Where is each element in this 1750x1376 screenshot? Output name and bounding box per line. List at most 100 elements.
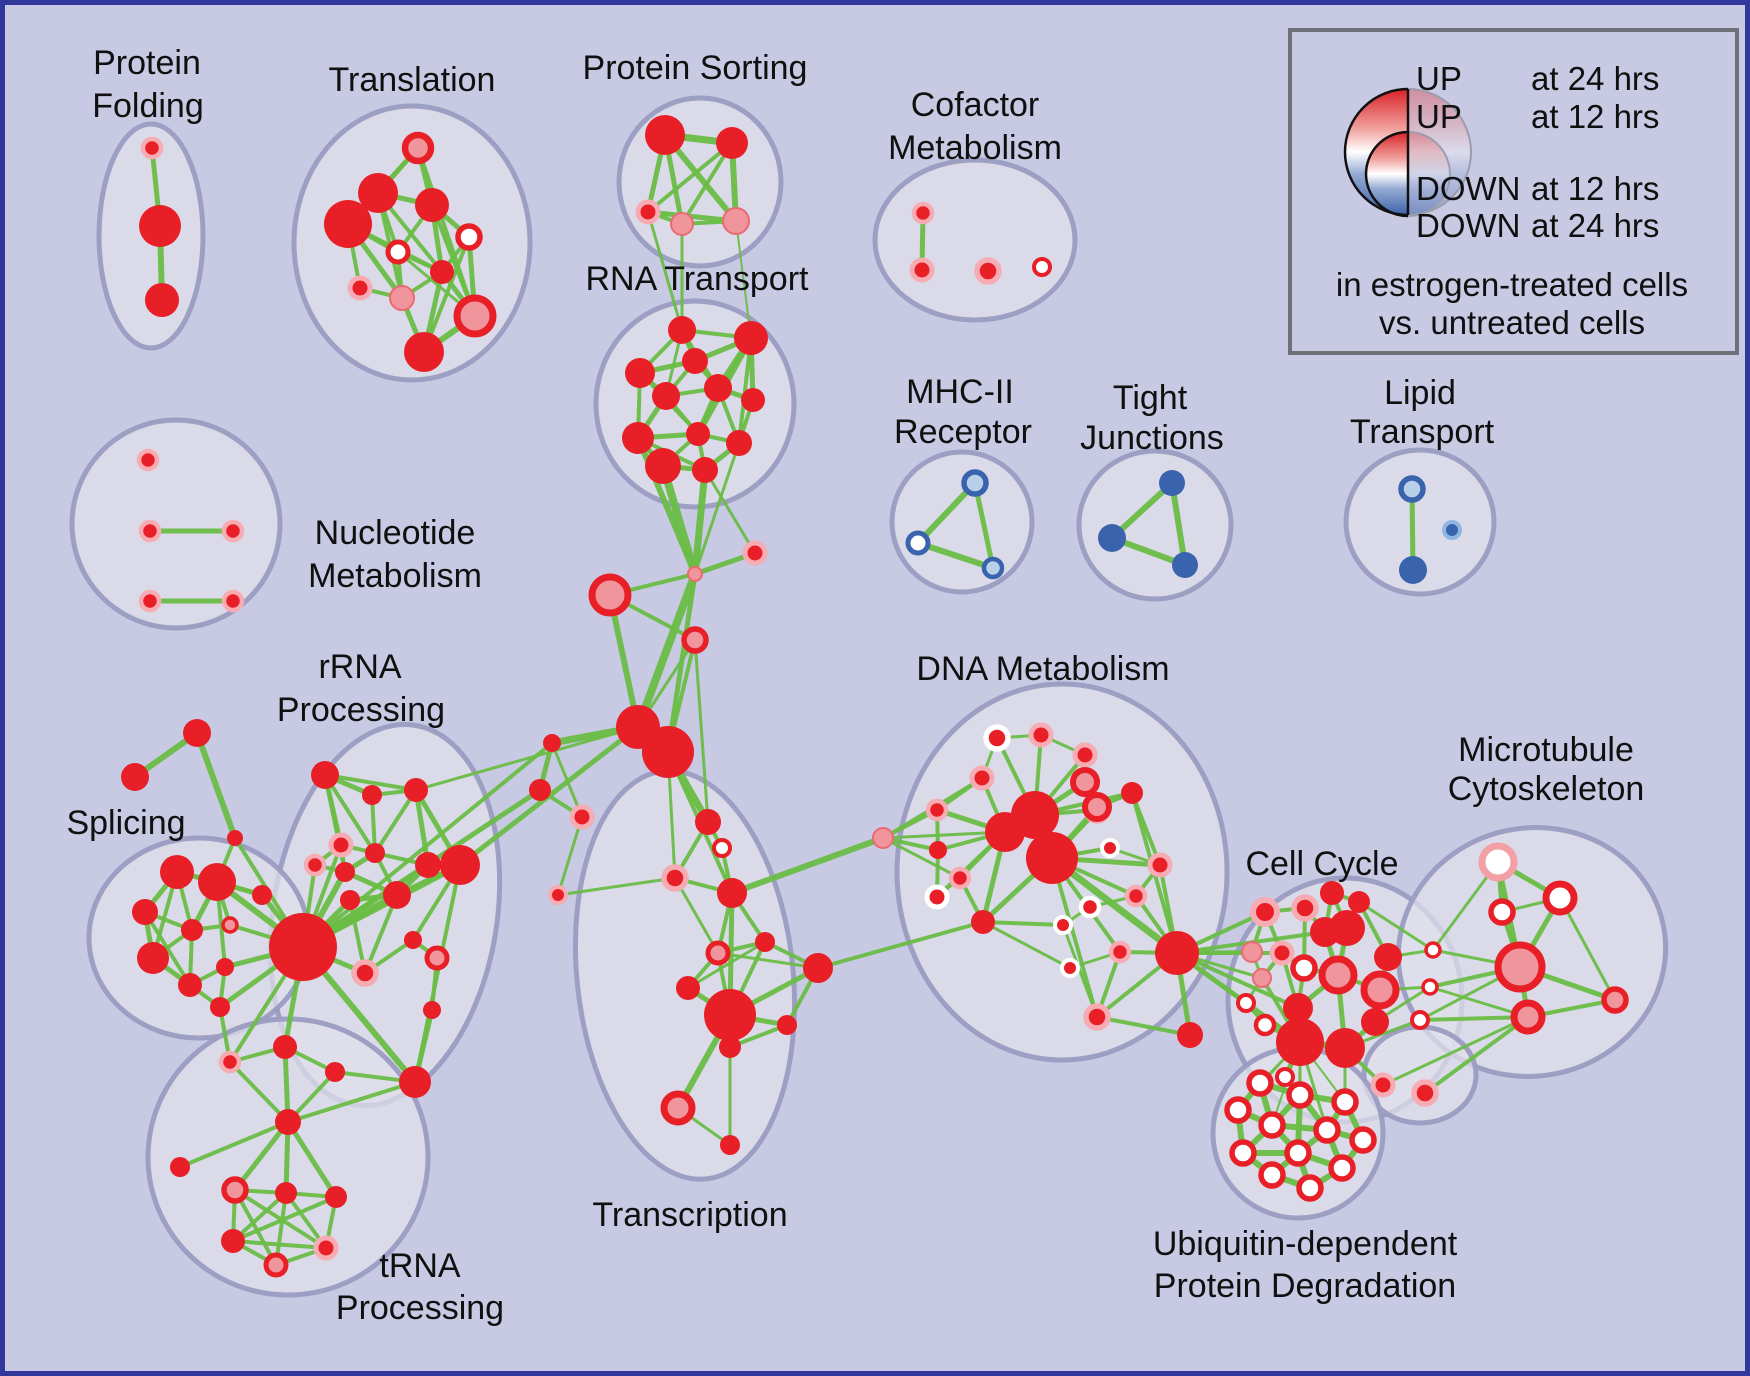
node-cc2 (1291, 894, 1319, 922)
node-rt9 (686, 422, 710, 446)
edge (194, 731, 238, 840)
node-tn7 (803, 953, 833, 983)
edge (232, 1239, 327, 1250)
label-transcription-0: Transcription (592, 1196, 787, 1234)
node-rr8 (415, 852, 441, 878)
label-tight-junctions-1: Junctions (1080, 419, 1224, 457)
node-dm11 (924, 884, 950, 910)
edge (1169, 482, 1188, 566)
node-cc4 (1329, 910, 1365, 946)
node-s3 (569, 804, 595, 830)
node-rr4 (328, 832, 354, 858)
node-cc15 (1374, 943, 1402, 971)
label-ubiquitin-degradation-0: Ubiquitin-dependent (1153, 1225, 1458, 1263)
node-spG (137, 942, 169, 974)
node-t8 (347, 275, 373, 301)
node-t7 (430, 260, 454, 284)
node-ub5 (1258, 1111, 1286, 1139)
node-ub7 (1349, 1126, 1377, 1154)
node-mc6 (1601, 986, 1629, 1014)
label-cofactor-metabolism-1: Metabolism (888, 129, 1062, 167)
node-t11 (404, 332, 444, 372)
edge (915, 480, 978, 546)
node-tn10 (777, 1015, 797, 1035)
node-tn12 (660, 1090, 696, 1126)
node-nm2 (138, 519, 162, 543)
node-nm5 (221, 589, 245, 613)
node-cm1 (911, 201, 935, 225)
node-dm19 (1124, 884, 1148, 908)
node-nm1 (136, 448, 160, 472)
edge (373, 788, 418, 855)
node-t2 (358, 173, 398, 213)
node-t3 (415, 188, 449, 222)
edge (735, 220, 752, 339)
legend-direction-1: UP (1416, 98, 1462, 135)
edge (1419, 1015, 1529, 1022)
node-dmB3 (1026, 832, 1078, 884)
edge (693, 442, 741, 575)
node-spE (221, 916, 239, 934)
label-cofactor-metabolism-0: Cofactor (911, 86, 1040, 124)
node-sb2 (1411, 1079, 1439, 1107)
node-t4 (324, 200, 372, 248)
node-sb1 (1370, 1072, 1396, 1098)
legend-glyph-outer-outline-left (1343, 87, 1409, 217)
node-th2 (275, 1182, 297, 1204)
label-protein-folding-0: Protein (93, 44, 201, 82)
edge (363, 894, 399, 974)
node-t5 (455, 223, 483, 251)
node-t9 (389, 285, 415, 311)
node-rr18 (351, 959, 379, 987)
edge (646, 141, 734, 214)
node-dm24 (1083, 1003, 1111, 1031)
label-mhc-ii-receptor-0: MHC-II (906, 373, 1014, 411)
label-translation-0: Translation (329, 61, 496, 99)
node-mc4 (1494, 941, 1546, 993)
node-tm2 (273, 1035, 297, 1059)
node-rr6 (335, 862, 355, 882)
edge (179, 1120, 289, 1169)
edge (556, 816, 584, 896)
node-tm3 (325, 1062, 345, 1082)
node-mc1 (1478, 842, 1518, 882)
node-tn5 (755, 932, 775, 952)
legend-glyph-inner-outline-left (1364, 130, 1409, 218)
edge (301, 741, 554, 949)
edge (1382, 1015, 1529, 1087)
node-ps4 (670, 212, 694, 236)
node-pf2 (139, 205, 181, 247)
node-dm10 (948, 866, 972, 890)
node-ub1 (1246, 1069, 1274, 1097)
node-rr12 (340, 890, 360, 910)
legend-glyph-outer-outline-right (1407, 88, 1472, 216)
node-h2 (642, 726, 694, 778)
edge (1423, 1015, 1530, 1095)
node-nm3 (221, 519, 245, 543)
edge (422, 236, 471, 353)
node-j2 (742, 540, 768, 566)
node-cm4 (1032, 257, 1052, 277)
edge (687, 940, 766, 990)
edge (659, 464, 699, 576)
legend-time-2: at 12 hrs (1531, 170, 1659, 207)
node-spI (216, 958, 234, 976)
node-s2 (529, 779, 551, 801)
node-ub10 (1328, 1154, 1356, 1182)
node-trh (275, 1109, 301, 1135)
node-spC (132, 899, 158, 925)
node-sphub (269, 913, 337, 981)
node-spJ (210, 997, 230, 1017)
node-rt8 (622, 422, 654, 454)
label-trna-processing-1: Processing (336, 1289, 504, 1327)
node-rr5 (303, 853, 327, 877)
node-cc8 (1318, 955, 1358, 995)
node-rr2 (362, 785, 382, 805)
node-j4 (681, 626, 709, 654)
node-cc10 (1236, 993, 1256, 1013)
edge (1061, 924, 1099, 1018)
node-spA (160, 855, 194, 889)
node-cc17 (1348, 891, 1370, 913)
edge (324, 773, 417, 792)
label-rrna-processing-1: Processing (277, 691, 445, 729)
